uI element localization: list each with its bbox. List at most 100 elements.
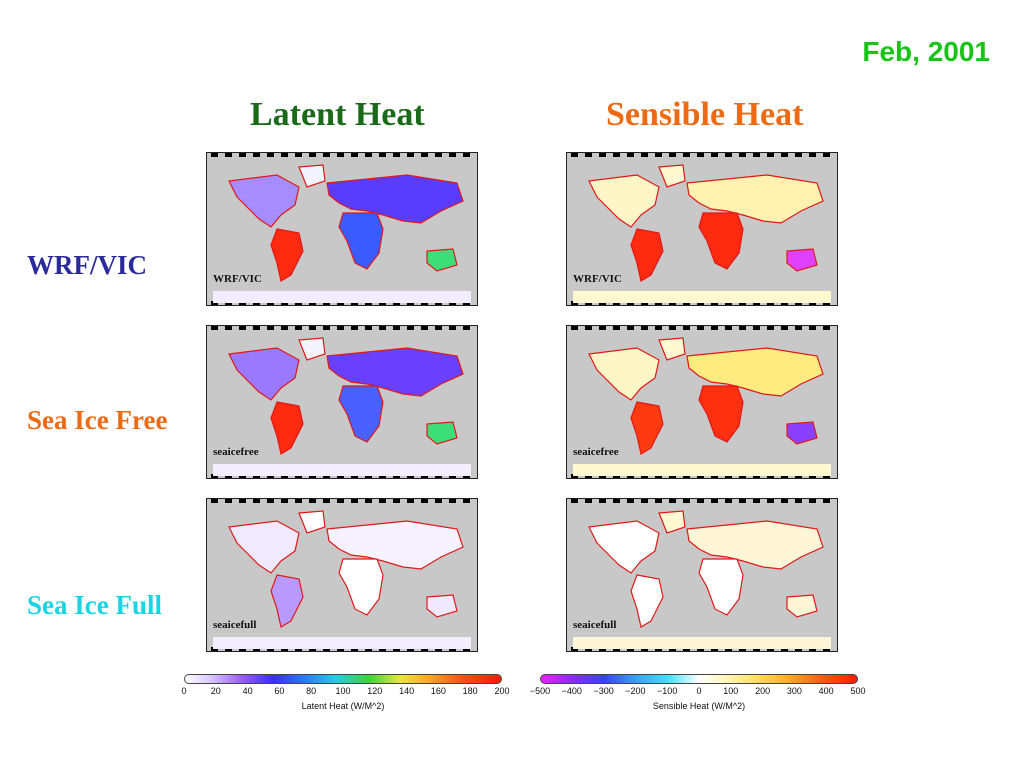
map-frame-tick bbox=[613, 153, 620, 157]
latent-heat-map-sea-ice-free: seaicefree bbox=[206, 325, 478, 479]
map-frame-tick bbox=[379, 153, 386, 157]
map-frame-tick bbox=[739, 499, 746, 503]
continent-eurasia bbox=[326, 347, 464, 397]
continent-southAmerica bbox=[630, 401, 664, 455]
map-frame-tick bbox=[463, 499, 470, 503]
continent-greenland bbox=[658, 164, 686, 188]
map-frame-tick bbox=[725, 499, 732, 503]
sensible-heat-map-wrf-vic: WRF/VIC bbox=[566, 152, 838, 306]
map-frame-tick bbox=[627, 499, 634, 503]
map-frame-tick bbox=[211, 326, 218, 330]
map-frame-tick bbox=[641, 326, 648, 330]
map-frame-tick bbox=[599, 499, 606, 503]
colorbar-tick-label: 80 bbox=[306, 686, 317, 696]
map-frame-tick bbox=[599, 153, 606, 157]
colorbar-tick-label: 140 bbox=[399, 686, 415, 696]
map-frame-tick bbox=[767, 326, 774, 330]
map-label: seaicefree bbox=[213, 446, 259, 458]
map-frame-tick bbox=[753, 153, 760, 157]
map-frame-tick bbox=[407, 499, 414, 503]
colorbar-tick-label: 100 bbox=[335, 686, 351, 696]
map-frame-tick bbox=[627, 153, 634, 157]
map-frame-tick bbox=[351, 326, 358, 330]
map-frame-tick bbox=[365, 153, 372, 157]
map-frame-tick bbox=[711, 153, 718, 157]
row-label-sea-ice-full: Sea Ice Full bbox=[27, 590, 162, 620]
continent-southAmerica bbox=[270, 574, 304, 628]
continent-australia bbox=[426, 594, 458, 618]
map-frame-tick bbox=[407, 153, 414, 157]
colorbar-tick-label: 40 bbox=[242, 686, 253, 696]
map-graphic bbox=[571, 153, 831, 305]
map-frame-tick bbox=[421, 499, 428, 503]
map-frame-tick bbox=[295, 153, 302, 157]
map-frame-tick bbox=[781, 153, 788, 157]
map-frame-tick bbox=[393, 153, 400, 157]
map-frame-tick bbox=[795, 153, 802, 157]
continent-greenland bbox=[658, 337, 686, 361]
map-frame-tick bbox=[613, 499, 620, 503]
map-frame-tick bbox=[739, 153, 746, 157]
map-frame-tick bbox=[211, 153, 218, 157]
map-frame-tick bbox=[809, 499, 816, 503]
continent-southAmerica bbox=[270, 228, 304, 282]
continent-southAmerica bbox=[630, 228, 664, 282]
map-frame-tick bbox=[379, 499, 386, 503]
map-frame-tick bbox=[295, 326, 302, 330]
map-frame-tick bbox=[281, 326, 288, 330]
map-frame-tick bbox=[435, 499, 442, 503]
map-label: WRF/VIC bbox=[573, 273, 622, 285]
date-label: Feb, 2001 bbox=[862, 36, 990, 67]
map-frame-tick bbox=[337, 326, 344, 330]
map-frame-tick bbox=[393, 499, 400, 503]
continent-greenland bbox=[298, 510, 326, 534]
map-label: seaicefull bbox=[213, 619, 257, 631]
map-frame-tick bbox=[655, 499, 662, 503]
colorbar-tick-label: −300 bbox=[593, 686, 614, 696]
map-frame-tick bbox=[211, 499, 218, 503]
map-frame-tick bbox=[337, 153, 344, 157]
map-frame-tick bbox=[599, 326, 606, 330]
continent-eurasia bbox=[326, 520, 464, 570]
row-label-sea-ice-free: Sea Ice Free bbox=[27, 405, 168, 435]
latent-colorbar-title: Latent Heat (W/M^2) bbox=[301, 701, 385, 711]
continent-africa bbox=[338, 385, 384, 443]
continent-australia bbox=[426, 421, 458, 445]
continent-antarctica bbox=[573, 291, 831, 303]
map-frame-tick bbox=[795, 326, 802, 330]
continent-africa bbox=[698, 212, 744, 270]
map-frame-tick bbox=[655, 153, 662, 157]
continent-africa bbox=[698, 385, 744, 443]
map-frame-tick bbox=[767, 153, 774, 157]
map-frame-tick bbox=[449, 326, 456, 330]
map-frame-tick bbox=[585, 326, 592, 330]
map-label: seaicefree bbox=[573, 446, 619, 458]
continent-greenland bbox=[658, 510, 686, 534]
continent-greenland bbox=[298, 164, 326, 188]
sensible-colorbar-gradient bbox=[540, 674, 858, 684]
continent-northAmerica bbox=[588, 347, 660, 401]
map-graphic bbox=[211, 499, 471, 651]
map-frame-tick bbox=[641, 499, 648, 503]
map-label: seaicefull bbox=[573, 619, 617, 631]
map-frame-tick bbox=[753, 499, 760, 503]
latent-colorbar-ticks: 0 20 40 60 80 100 120 140 160 180 200 bbox=[181, 684, 509, 698]
latent-colorbar-gradient bbox=[184, 674, 502, 684]
continent-australia bbox=[426, 248, 458, 272]
continent-antarctica bbox=[213, 637, 471, 649]
colorbar-tick-label: 180 bbox=[462, 686, 478, 696]
map-frame-tick bbox=[225, 153, 232, 157]
colorbar-tick-label: 400 bbox=[818, 686, 834, 696]
colorbar-tick-label: −400 bbox=[561, 686, 582, 696]
continent-eurasia bbox=[686, 520, 824, 570]
sensible-heat-heading: Sensible Heat bbox=[606, 96, 804, 133]
map-graphic bbox=[571, 499, 831, 651]
map-frame-tick bbox=[795, 499, 802, 503]
map-frame-tick bbox=[267, 153, 274, 157]
continent-eurasia bbox=[326, 174, 464, 224]
map-frame-tick bbox=[809, 326, 816, 330]
map-frame-tick bbox=[253, 499, 260, 503]
continent-antarctica bbox=[213, 291, 471, 303]
map-frame-tick bbox=[365, 499, 372, 503]
map-frame-tick bbox=[239, 153, 246, 157]
